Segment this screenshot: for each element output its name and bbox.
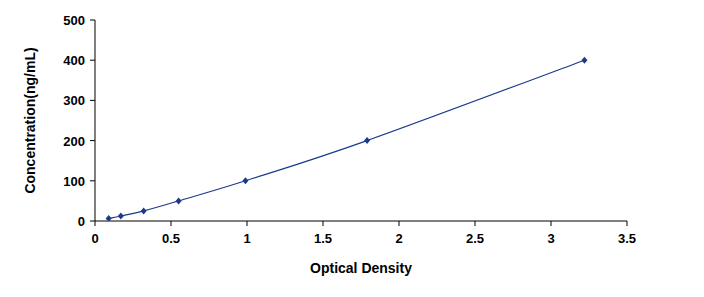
y-axis-line bbox=[95, 20, 96, 221]
x-axis-line bbox=[95, 221, 627, 222]
x-axis-title: Optical Density bbox=[310, 260, 412, 276]
x-tick-label: 0.5 bbox=[162, 231, 180, 246]
data-point bbox=[364, 137, 370, 144]
data-point bbox=[242, 177, 248, 184]
y-tick bbox=[90, 140, 95, 141]
x-tick bbox=[627, 221, 628, 226]
data-line bbox=[109, 60, 585, 218]
y-tick bbox=[90, 180, 95, 181]
data-point bbox=[176, 197, 182, 204]
x-tick-label: 2 bbox=[395, 231, 402, 246]
x-tick-label: 2.5 bbox=[466, 231, 484, 246]
chart-container: 0 100 200 300 400 500 0 0.5 1 1.5 2 2.5 3 3.5 Optical … bbox=[0, 0, 704, 297]
data-point bbox=[581, 57, 587, 64]
y-tick-label: 500 bbox=[63, 13, 85, 28]
x-tick bbox=[171, 221, 172, 226]
x-tick-label: 0 bbox=[91, 231, 98, 246]
y-tick-label: 100 bbox=[63, 174, 85, 189]
data-point bbox=[118, 212, 124, 219]
y-tick bbox=[90, 60, 95, 61]
chart: 0 100 200 300 400 500 0 0.5 1 1.5 2 2.5 3 3.5 Optical … bbox=[0, 0, 704, 297]
y-tick bbox=[90, 100, 95, 101]
x-tick-label: 1.5 bbox=[314, 231, 332, 246]
x-tick bbox=[323, 221, 324, 226]
plot-area bbox=[106, 57, 588, 221]
data-point bbox=[106, 215, 112, 221]
y-tick-label: 400 bbox=[63, 53, 85, 68]
x-tick-label: 1 bbox=[243, 231, 250, 246]
y-tick bbox=[90, 221, 95, 222]
x-tick bbox=[399, 221, 400, 226]
y-axis-title: Concentration(ng/mL) bbox=[22, 47, 38, 193]
data-point bbox=[141, 207, 147, 214]
y-tick-label: 0 bbox=[78, 214, 85, 229]
x-tick bbox=[247, 221, 248, 226]
y-tick bbox=[90, 20, 95, 21]
x-tick bbox=[551, 221, 552, 226]
y-tick-label: 300 bbox=[63, 93, 85, 108]
background bbox=[0, 0, 704, 297]
x-tick-label: 3 bbox=[547, 231, 554, 246]
x-tick bbox=[95, 221, 96, 226]
x-tick-label: 3.5 bbox=[618, 231, 636, 246]
y-tick-label: 200 bbox=[63, 134, 85, 149]
x-tick bbox=[475, 221, 476, 226]
